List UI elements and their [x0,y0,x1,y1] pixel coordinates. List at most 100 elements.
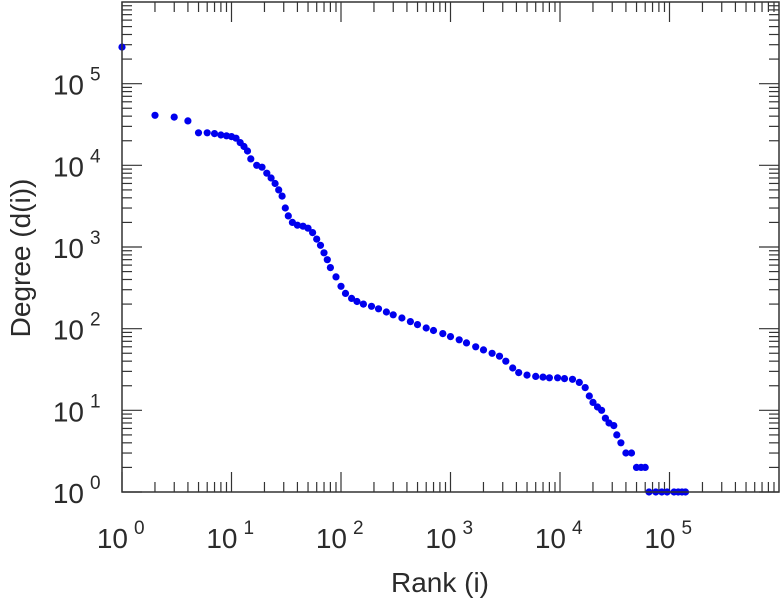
data-point [247,155,255,163]
data-point [439,330,447,338]
data-point [275,186,283,194]
data-point [194,129,203,137]
data-point [341,289,350,297]
data-point [545,374,554,382]
data-point [641,463,649,471]
y-tick-label-exponent: 2 [90,310,101,331]
y-tick-label: 10 3 [53,228,101,264]
data-point [284,212,292,220]
data-point [406,318,414,326]
data-point [151,111,159,119]
x-tick-label-base: 10 [425,523,456,554]
data-point [502,357,510,365]
data-point [326,264,334,272]
data-point [589,398,597,406]
data-point [622,449,630,457]
data-point [281,204,289,212]
data-point [462,339,471,347]
data-point [495,352,504,360]
data-point [515,369,523,377]
x-tick-label: 10 5 [644,518,692,554]
x-tick-label-exponent: 4 [572,518,583,539]
y-tick-label: 10 0 [53,473,101,509]
x-tick-label-base: 10 [206,523,237,554]
data-point [598,406,606,414]
data-point [488,349,496,357]
x-axis-label: Rank (i) [391,567,489,598]
data-point [374,305,383,313]
axis-ticks [121,2,779,493]
data-point [539,373,547,381]
data-point [217,131,225,139]
data-point [382,308,390,316]
data-point [323,256,331,264]
data-point [337,282,345,290]
x-tick-label-base: 10 [644,523,675,554]
data-point [203,129,211,137]
data-point [446,333,455,341]
x-tick-label-base: 10 [535,523,566,554]
y-tick-label-exponent: 3 [90,228,101,249]
y-tick-label: 10 5 [53,65,101,101]
y-tick-label-base: 10 [53,478,84,509]
data-point [313,235,321,243]
y-tick-label-base: 10 [53,151,84,182]
data-point [243,147,252,155]
x-tick-label: 10 4 [535,518,583,554]
data-point [359,300,367,308]
data-point [617,439,625,447]
data-point [367,302,376,310]
x-tick-label-exponent: 5 [682,518,693,539]
data-points [118,43,690,496]
data-point [509,364,517,372]
data-point [472,343,480,351]
data-point [332,273,340,281]
data-point [532,372,540,380]
y-axis-label: Degree (d(i)) [5,179,36,338]
data-point [320,249,328,257]
data-point [271,179,279,188]
y-tick-label-exponent: 5 [90,65,101,86]
x-tick-label-exponent: 2 [353,518,364,539]
data-point [267,174,275,182]
data-point [304,224,312,232]
data-point [309,229,317,237]
data-point [353,297,361,306]
data-point [568,375,577,383]
y-tick-label-base: 10 [53,396,84,427]
x-tick-label-exponent: 3 [463,518,474,539]
data-point [560,375,569,383]
x-tick-labels: 10 0 10 1 10 2 10 3 10 4 10 5 [97,518,692,554]
y-tick-label-exponent: 0 [90,473,101,494]
data-point [429,326,438,335]
x-tick-label-base: 10 [97,523,128,554]
x-tick-label: 10 1 [206,518,254,554]
y-tick-label: 10 1 [53,391,101,427]
x-tick-label-base: 10 [316,523,347,554]
y-tick-label: 10 4 [53,146,101,182]
data-point [581,384,589,392]
x-tick-label-exponent: 0 [134,518,145,539]
data-point [316,241,325,249]
data-point [258,163,266,171]
data-point [293,221,301,229]
data-point [263,169,271,177]
data-point [613,431,621,439]
data-point [422,324,430,332]
data-point [278,192,286,200]
data-point [455,336,463,344]
data-point [627,449,636,457]
data-point [210,130,219,138]
data-point [398,314,406,322]
data-point [575,378,583,386]
data-point [523,371,531,379]
data-point [413,321,422,329]
x-tick-label: 10 0 [97,518,145,554]
data-point [554,374,562,382]
y-tick-label-exponent: 4 [90,146,101,167]
plot-frame [121,1,780,493]
y-tick-label-base: 10 [53,233,84,264]
y-tick-labels: 10 0 10 1 10 2 10 3 10 4 10 5 [53,65,101,509]
